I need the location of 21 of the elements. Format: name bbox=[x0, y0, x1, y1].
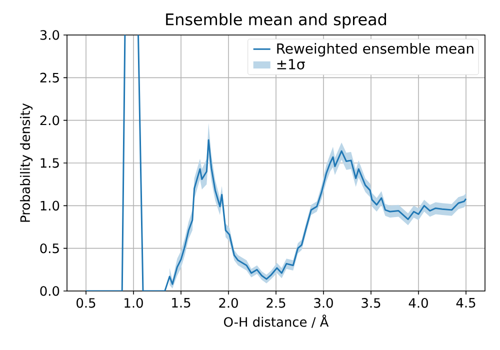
y-axis-title: Probability density bbox=[20, 103, 33, 222]
y-tick-label: 1.0 bbox=[40, 200, 60, 211]
y-tick-label: 2.0 bbox=[40, 115, 60, 126]
x-tick-label: 0.5 bbox=[76, 298, 96, 308]
x-tick-label: 4.0 bbox=[408, 298, 428, 308]
x-tick-label: 2.0 bbox=[219, 298, 238, 308]
x-tick-label: 3.5 bbox=[362, 298, 380, 308]
y-tick-label: 2.5 bbox=[40, 72, 59, 83]
x-tick-label: 1.0 bbox=[124, 298, 143, 308]
x-tick-label: 1.5 bbox=[172, 298, 190, 308]
y-tick-label: 1.5 bbox=[40, 158, 59, 168]
x-tick-label: 4.5 bbox=[456, 298, 476, 308]
y-tick-label: 0.5 bbox=[40, 243, 59, 254]
x-tick-label: 2.5 bbox=[266, 298, 286, 308]
y-tick-label: 3.0 bbox=[40, 30, 60, 40]
y-tick-label: 0.0 bbox=[40, 286, 60, 296]
annotation: ±1σ bbox=[277, 59, 305, 70]
x-axis-title: O-H distance / Å bbox=[224, 314, 329, 328]
chart-title: Ensemble mean and spread bbox=[166, 13, 386, 28]
x-tick-label: 3.0 bbox=[314, 298, 333, 308]
legend-label: Reweighted ensemble mean bbox=[277, 43, 474, 57]
